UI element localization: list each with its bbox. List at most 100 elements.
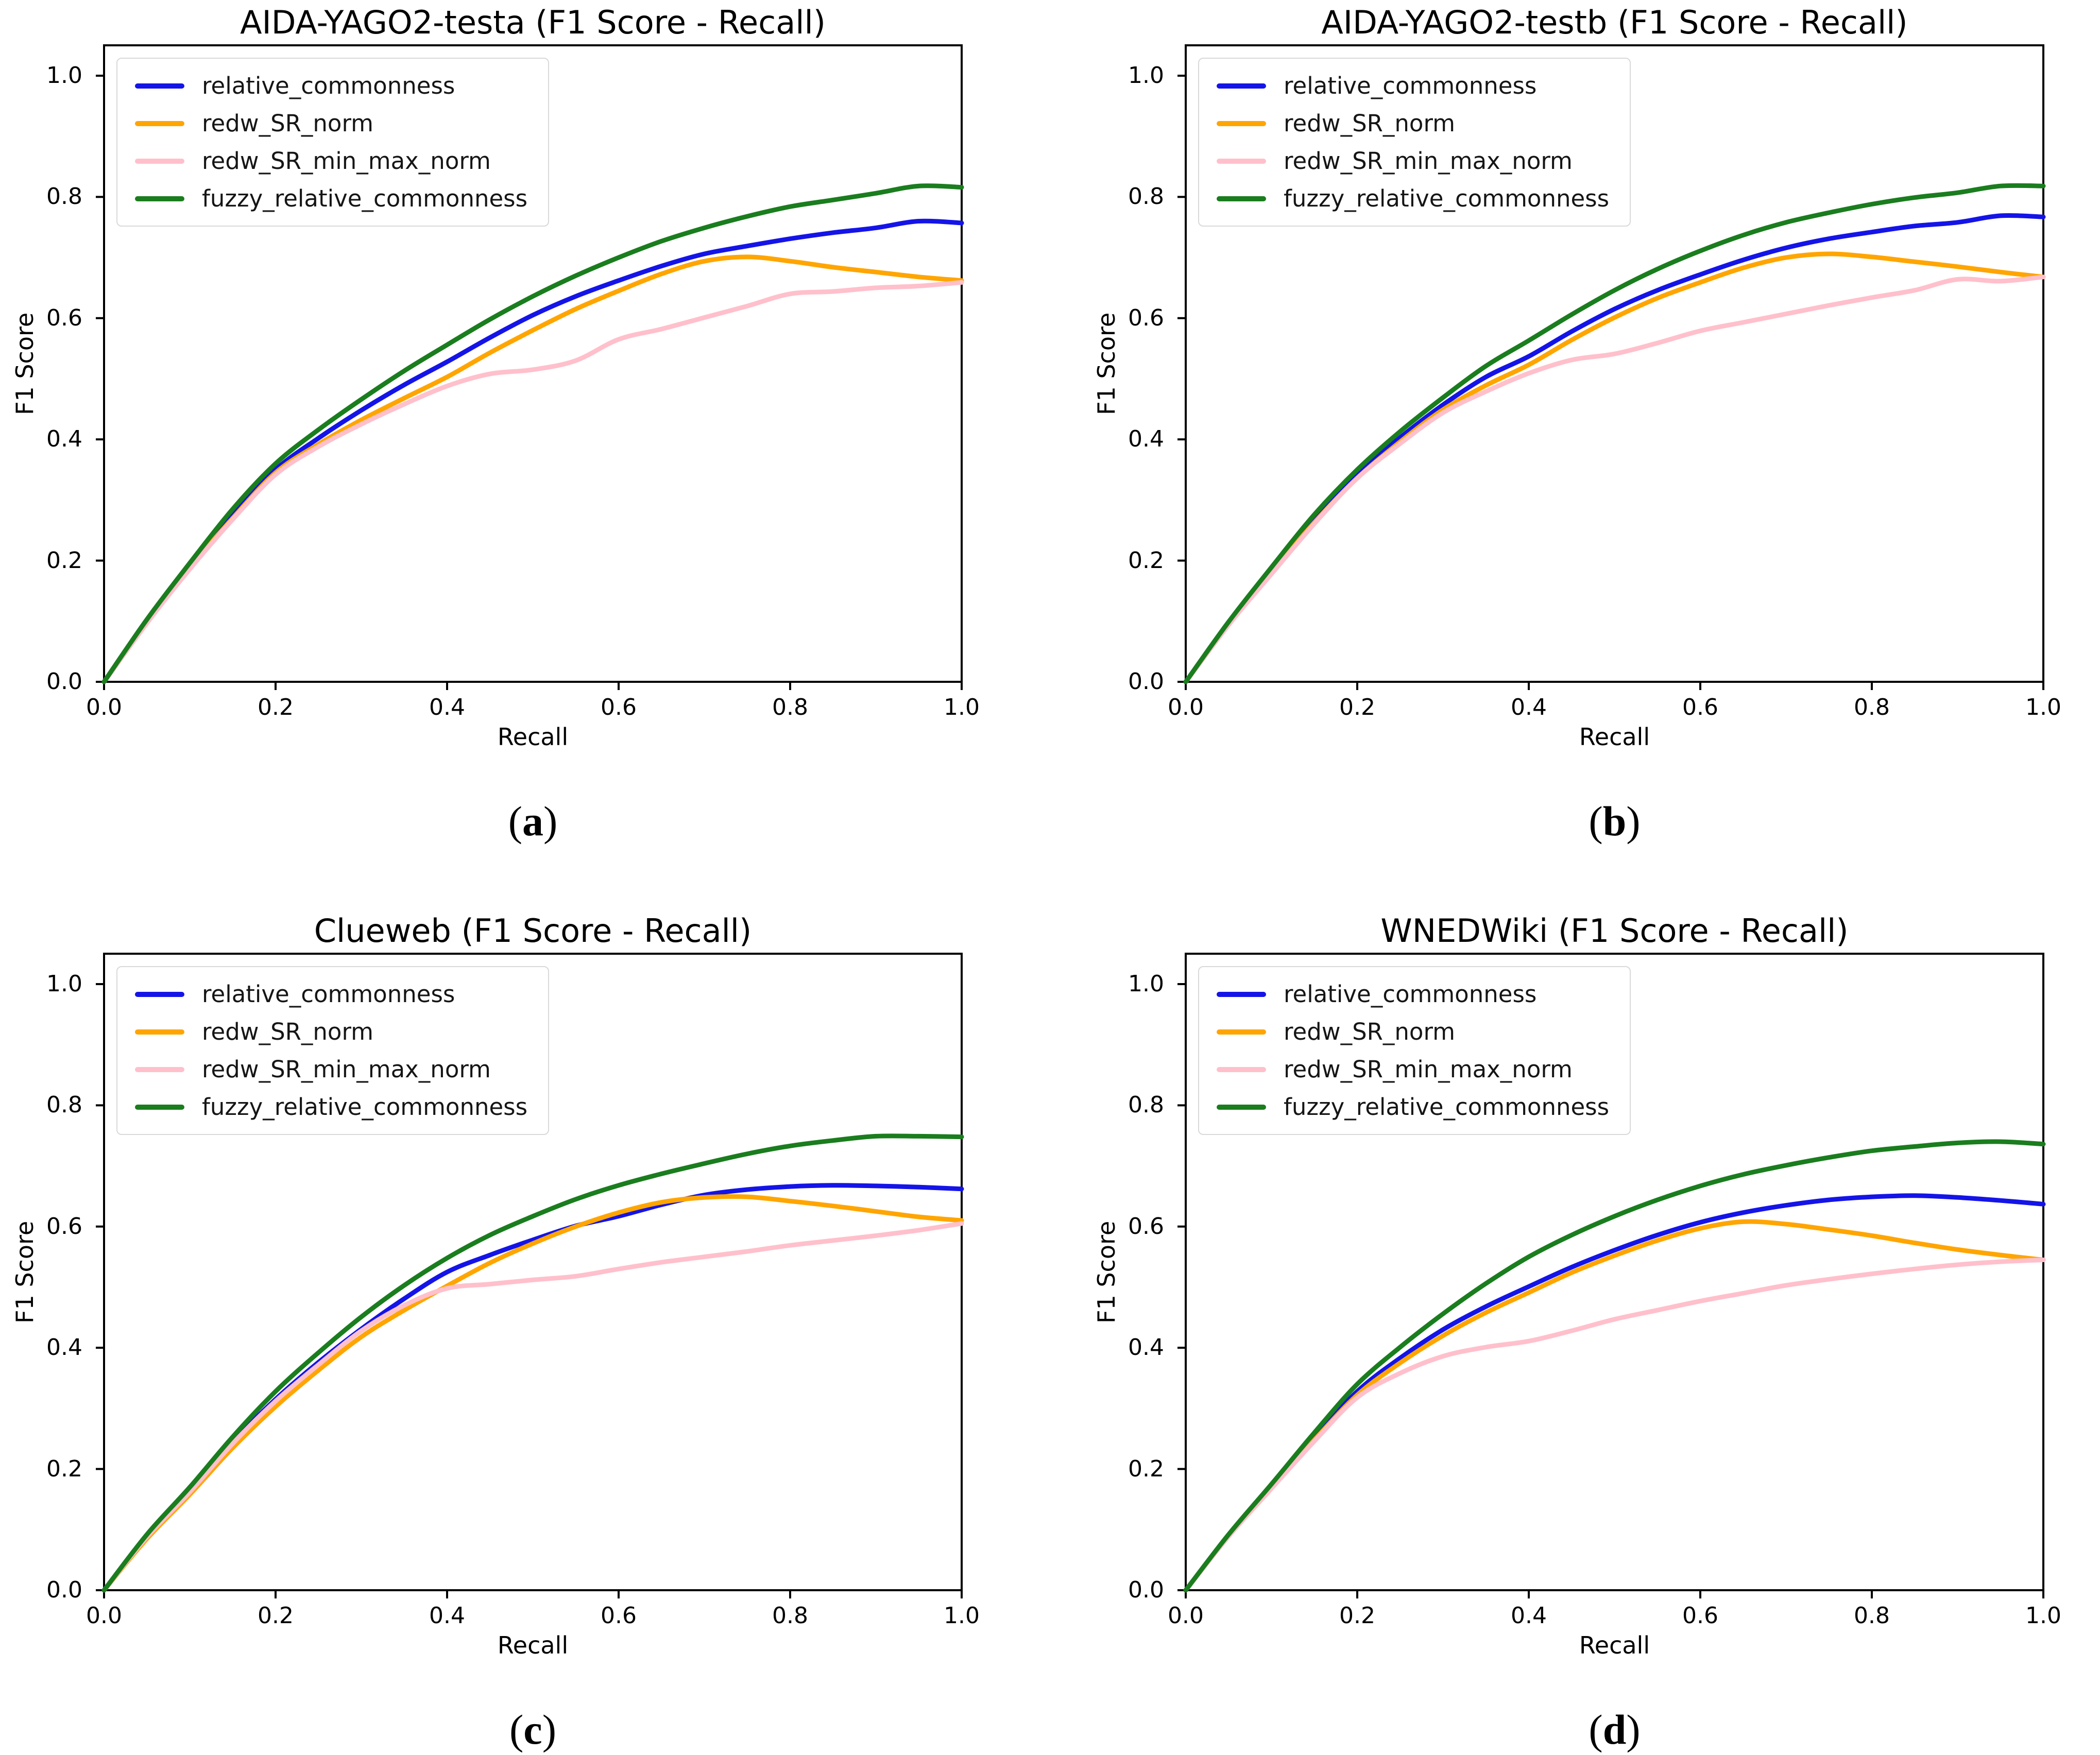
legend-label: redw_SR_min_max_norm (1284, 147, 1573, 175)
axes-spines (1185, 44, 2044, 683)
x-tick-label: 0.4 (429, 694, 465, 720)
series-curve-fuzzy_relative_commonness (1183, 183, 2046, 684)
legend-item: fuzzy_relative_commonness (135, 1093, 527, 1121)
x-tick-label: 0.6 (601, 694, 637, 720)
caption-paren: ) (1626, 798, 1641, 845)
legend-item: redw_SR_min_max_norm (1217, 147, 1609, 175)
x-tick-label: 0.4 (1511, 1603, 1547, 1629)
legend-line-swatch (135, 1029, 184, 1035)
legend-line-swatch (135, 121, 184, 126)
y-tick-label: 0.0 (46, 668, 82, 695)
legend-item: relative_commonness (1217, 72, 1609, 99)
series-curve-fuzzy_relative_commonness (101, 183, 964, 684)
caption-letter: d (1602, 1706, 1627, 1753)
legend-label: redw_SR_norm (1284, 110, 1455, 137)
legend-label: fuzzy_relative_commonness (1284, 185, 1610, 212)
axes-spines (103, 953, 963, 1591)
x-axis-label: Recall (497, 723, 569, 751)
legend-label: relative_commonness (202, 72, 455, 99)
caption-letter: c (523, 1706, 542, 1753)
y-tick-label: 1.0 (46, 971, 82, 997)
legend-line-swatch (1217, 1029, 1266, 1035)
plot-area (1177, 44, 2046, 690)
legend-label: redw_SR_min_max_norm (1284, 1056, 1573, 1083)
legend-line-swatch (1217, 121, 1266, 126)
legend-line-swatch (1217, 1066, 1266, 1072)
x-tick-label: 0.4 (1511, 694, 1547, 720)
y-tick-label: 1.0 (1128, 62, 1164, 89)
x-tick-label: 0.8 (1854, 694, 1890, 720)
y-tick-label: 0.8 (1128, 183, 1164, 210)
series-curve-redw_SR_norm (1183, 1219, 2046, 1593)
legend-label: redw_SR_min_max_norm (202, 147, 491, 175)
legend-item: relative_commonness (1217, 980, 1609, 1008)
y-axis-label: F1 Score (11, 1220, 39, 1323)
legend-item: fuzzy_relative_commonness (1217, 1093, 1609, 1121)
chart-title: AIDA-YAGO2-testb (F1 Score - Recall) (1321, 4, 1908, 41)
series-curve-redw_SR_norm (101, 1194, 964, 1593)
legend-label: relative_commonness (1284, 72, 1537, 99)
legend-item: redw_SR_min_max_norm (135, 147, 527, 175)
legend: relative_commonness redw_SR_norm redw_SR… (116, 58, 550, 227)
x-tick-label: 0.0 (1168, 694, 1204, 720)
y-axis-label: F1 Score (1092, 312, 1120, 415)
x-tick-label: 0.0 (86, 1603, 122, 1629)
y-tick-label: 1.0 (46, 62, 82, 89)
legend-label: fuzzy_relative_commonness (202, 1093, 528, 1121)
subfigure-caption: (c) (104, 1706, 962, 1754)
y-tick-label: 0.8 (1128, 1092, 1164, 1119)
y-tick-label: 0.4 (46, 1334, 82, 1361)
x-axis-label: Recall (497, 1631, 569, 1659)
y-tick-label: 0.2 (46, 1455, 82, 1482)
y-tick-label: 0.8 (46, 183, 82, 210)
axes-spines (1185, 953, 2044, 1591)
series-curve-relative_commonness (1183, 213, 2046, 684)
legend-label: relative_commonness (1284, 980, 1537, 1008)
series-curve-redw_SR_min_max_norm (101, 280, 964, 684)
plot-area (96, 44, 964, 690)
y-axis-label: F1 Score (11, 312, 39, 415)
legend-label: fuzzy_relative_commonness (1284, 1093, 1610, 1121)
legend-label: relative_commonness (202, 980, 455, 1008)
caption-paren: ( (1589, 1706, 1603, 1753)
chart-title: Clueweb (F1 Score - Recall) (314, 912, 752, 950)
legend-item: fuzzy_relative_commonness (1217, 185, 1609, 212)
x-tick-label: 0.8 (772, 694, 808, 720)
legend-label: redw_SR_norm (202, 1018, 373, 1045)
legend-item: redw_SR_norm (1217, 1018, 1609, 1045)
x-tick-label: 0.4 (429, 1603, 465, 1629)
chart-title: WNEDWiki (F1 Score - Recall) (1380, 912, 1849, 950)
legend-item: relative_commonness (135, 980, 527, 1008)
x-tick-label: 0.8 (1854, 1603, 1890, 1629)
caption-paren: ( (1589, 798, 1603, 845)
x-tick-label: 0.2 (258, 1603, 294, 1629)
legend-item: fuzzy_relative_commonness (135, 185, 527, 212)
subplot-b: AIDA-YAGO2-testb (F1 Score - Recall) F1 … (1082, 0, 2100, 875)
y-tick-label: 0.6 (1128, 1213, 1164, 1240)
legend-line-swatch (1217, 158, 1266, 164)
chart-title: AIDA-YAGO2-testa (F1 Score - Recall) (240, 4, 826, 41)
x-tick-label: 1.0 (2025, 1603, 2061, 1629)
legend-label: fuzzy_relative_commonness (202, 185, 528, 212)
legend-line-swatch (1217, 991, 1266, 997)
legend: relative_commonness redw_SR_norm redw_SR… (1198, 966, 1631, 1135)
legend-line-swatch (135, 158, 184, 164)
x-tick-label: 0.2 (1339, 1603, 1375, 1629)
x-axis-label: Recall (1579, 723, 1650, 751)
x-axis-label: Recall (1579, 1631, 1650, 1659)
subfigure-caption: (b) (1186, 797, 2043, 846)
legend-item: relative_commonness (135, 72, 527, 99)
series-curve-fuzzy_relative_commonness (101, 1133, 964, 1593)
caption-paren: ) (543, 798, 558, 845)
legend: relative_commonness redw_SR_norm redw_SR… (116, 966, 550, 1135)
y-tick-label: 0.4 (1128, 426, 1164, 453)
legend-label: redw_SR_min_max_norm (202, 1056, 491, 1083)
series-curve-redw_SR_norm (1183, 251, 2046, 684)
y-tick-label: 0.6 (46, 304, 82, 331)
legend-line-swatch (135, 83, 184, 89)
x-tick-label: 1.0 (2025, 694, 2061, 720)
legend-item: redw_SR_min_max_norm (1217, 1056, 1609, 1083)
legend-label: redw_SR_norm (1284, 1018, 1455, 1045)
plot-area (96, 953, 964, 1598)
